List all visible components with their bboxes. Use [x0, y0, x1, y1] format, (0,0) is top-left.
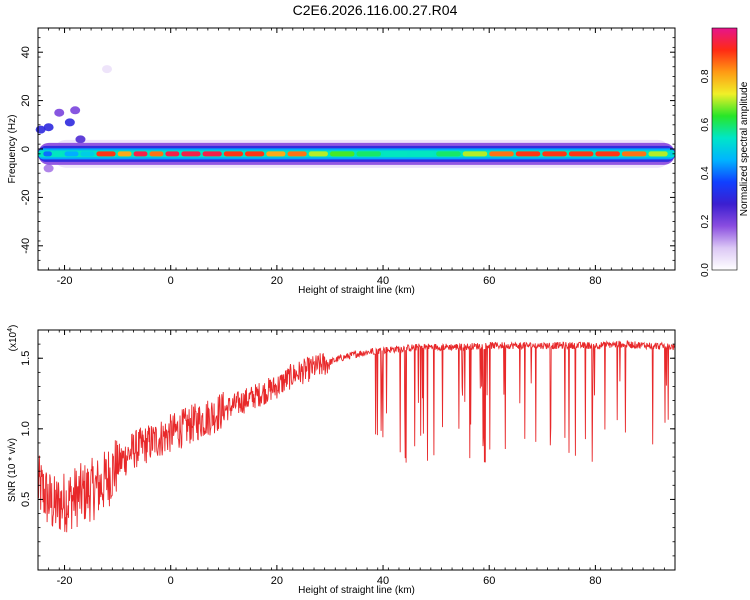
band-core: [181, 151, 201, 157]
x-tick-label: 0: [168, 575, 174, 587]
spectral-blob: [43, 123, 54, 132]
colorbar-tick-label: 0.2: [700, 214, 711, 228]
band-core: [117, 151, 132, 157]
spectral-blob: [70, 106, 81, 115]
x-axis-label: Height of straight line (km): [298, 285, 415, 296]
band-core: [329, 151, 355, 157]
snr-panel: 0.5 1.0 1.5 SNR (10 * v/v) (x104) -20 0 20 40 60 8…: [7, 325, 676, 596]
band-core: [202, 151, 222, 157]
band-core: [308, 151, 328, 157]
y-axis-label: SNR (10 * v/v): [7, 438, 18, 502]
band-core: [266, 151, 286, 157]
x-tick-label: 80: [589, 575, 601, 587]
colorbar-label: Normalized spectral amplitude: [739, 81, 750, 216]
colorbar-tick-label: 0.4: [700, 166, 711, 180]
y-tick-label: 1.0: [20, 421, 32, 436]
band-core: [542, 151, 567, 157]
band-core: [43, 151, 52, 157]
band-core: [568, 151, 594, 157]
band-core: [489, 151, 514, 157]
snr-series-line: [37, 340, 676, 533]
colorbar-tick-label: 0.0: [700, 263, 711, 277]
band-core: [409, 151, 435, 157]
band-core: [149, 151, 164, 157]
y-tick-label: 40: [20, 46, 32, 58]
chart-title: C2E6.2026.116.00.27.R04: [292, 2, 458, 18]
y-tick-label: -40: [20, 238, 32, 254]
y-tick-label: 0: [20, 146, 32, 152]
spectral-blob: [102, 65, 113, 74]
colorbar-tick-label: 0.6: [700, 117, 711, 131]
band-core: [223, 151, 244, 157]
colorbar: 0.0 0.2 0.4 0.6 0.8 Normalized spectral ampli…: [700, 27, 750, 277]
band-core: [53, 151, 63, 157]
x-tick-label: 40: [377, 275, 389, 287]
spectral-blob: [43, 164, 54, 173]
band-core: [595, 151, 620, 157]
x-tick-label: 0: [168, 275, 174, 287]
x-tick-label: -20: [57, 575, 73, 587]
spectral-blob: [64, 118, 75, 127]
y-tick-label: -20: [20, 189, 32, 205]
band-core: [356, 151, 382, 157]
band-core: [165, 151, 180, 157]
colorbar-tick-label: 0.8: [700, 69, 711, 83]
band-core: [245, 151, 265, 157]
x-axis-label: Height of straight line (km): [298, 585, 415, 596]
band-core: [669, 151, 673, 157]
spectral-blob: [54, 108, 65, 117]
y-tick-label: 20: [20, 94, 32, 106]
band-core: [64, 151, 79, 157]
colorbar-gradient: [712, 28, 737, 270]
x-tick-label: 60: [483, 575, 495, 587]
band-core: [648, 151, 668, 157]
spectral-blob: [75, 135, 86, 144]
x-tick-label: 60: [483, 275, 495, 287]
band-core: [133, 151, 148, 157]
band-core: [621, 151, 647, 157]
y-multiplier-label: (x104): [7, 325, 19, 352]
y-tick-label: 0.5: [20, 492, 32, 507]
band-core: [287, 151, 307, 157]
band-core: [462, 151, 488, 157]
band-core: [515, 151, 541, 157]
colorbar-frame: [711, 27, 738, 271]
y-tick-label: 1.5: [20, 351, 32, 366]
band-core: [80, 151, 95, 157]
x-tick-label: 40: [377, 575, 389, 587]
band-core: [436, 151, 461, 157]
y-axis-label: Frequency (Hz): [7, 115, 18, 184]
x-tick-label: 80: [589, 275, 601, 287]
band-core: [96, 151, 116, 157]
x-tick-label: 20: [271, 275, 283, 287]
band-core: [383, 151, 408, 157]
x-tick-label: -20: [57, 275, 73, 287]
x-tick-label: 20: [271, 575, 283, 587]
